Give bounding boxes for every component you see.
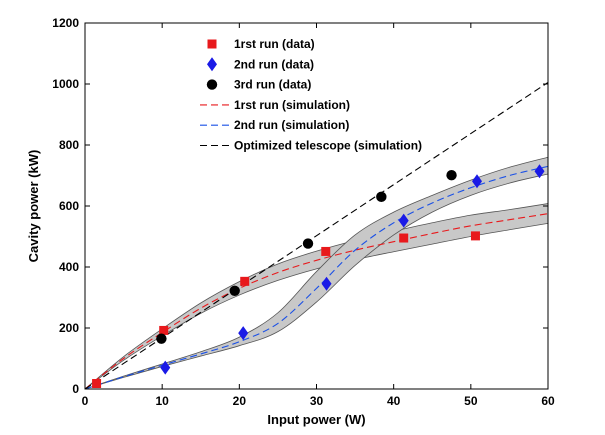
point-1rst-run-data	[399, 233, 409, 243]
point-2nd-run-data	[398, 213, 409, 228]
point-1rst-run-data	[159, 325, 169, 335]
legend-marker	[207, 57, 217, 72]
point-1rst-run-data	[470, 231, 480, 241]
point-1rst-run-data	[92, 379, 102, 389]
point-2nd-run-data	[238, 326, 249, 341]
x-tick-label: 30	[310, 394, 324, 408]
legend-label: Optimized telescope (simulation)	[234, 139, 422, 153]
legend: 1rst run (data) 2nd run (data) 3rd run (da…	[200, 37, 422, 153]
x-tick-label: 50	[464, 394, 478, 408]
legend-label: 2nd run (simulation)	[234, 118, 349, 132]
y-tick-label: 0	[72, 382, 79, 396]
x-tick-label: 0	[82, 394, 89, 408]
x-tick-label: 20	[233, 394, 247, 408]
y-tick-label: 800	[59, 138, 79, 152]
point-3rd-run-data	[446, 169, 457, 181]
point-2nd-run-data	[160, 360, 171, 375]
legend-marker	[207, 39, 217, 49]
x-axis-title: Input power (W)	[267, 412, 365, 427]
point-3rd-run-data	[302, 238, 314, 249]
legend-label: 1rst run (data)	[234, 37, 315, 51]
line-1rst-run-simulation	[84, 213, 549, 390]
point-1rst-run-data	[240, 276, 250, 286]
legend-label: 2nd run (data)	[234, 57, 314, 71]
band-upper-edge-2nd-run-simulation	[84, 156, 549, 390]
y-tick-label: 400	[59, 260, 79, 274]
x-tick-label: 40	[387, 394, 401, 408]
legend-label: 3rd run (data)	[234, 78, 311, 92]
point-3rd-run-data	[229, 285, 240, 296]
band-lower-edge-1rst-run-simulation	[84, 222, 549, 390]
point-2nd-run-data	[321, 276, 332, 291]
point-1rst-run-data	[321, 246, 331, 256]
y-tick-label: 1000	[52, 77, 79, 91]
point-3rd-run-data	[156, 333, 167, 344]
y-tick-label: 1200	[52, 16, 79, 30]
point-3rd-run-data	[376, 191, 387, 203]
point-2nd-run-data	[472, 174, 483, 189]
band-2nd-run-simulation	[85, 157, 548, 389]
y-tick-label: 600	[59, 199, 79, 213]
legend-marker	[206, 79, 218, 90]
band-1rst-run-simulation	[85, 203, 548, 389]
confidence-bands	[84, 156, 549, 390]
legend-label: 1rst run (simulation)	[234, 98, 350, 112]
y-tick-label: 200	[59, 321, 79, 335]
x-tick-label: 10	[155, 394, 169, 408]
x-tick-label: 60	[541, 394, 555, 408]
data-points	[92, 164, 545, 389]
point-2nd-run-data	[534, 164, 545, 179]
axes: 0 10 20 30 40 50 60020040060080010001200Input …	[26, 16, 555, 427]
y-axis-title: Cavity power (kW)	[26, 150, 41, 263]
